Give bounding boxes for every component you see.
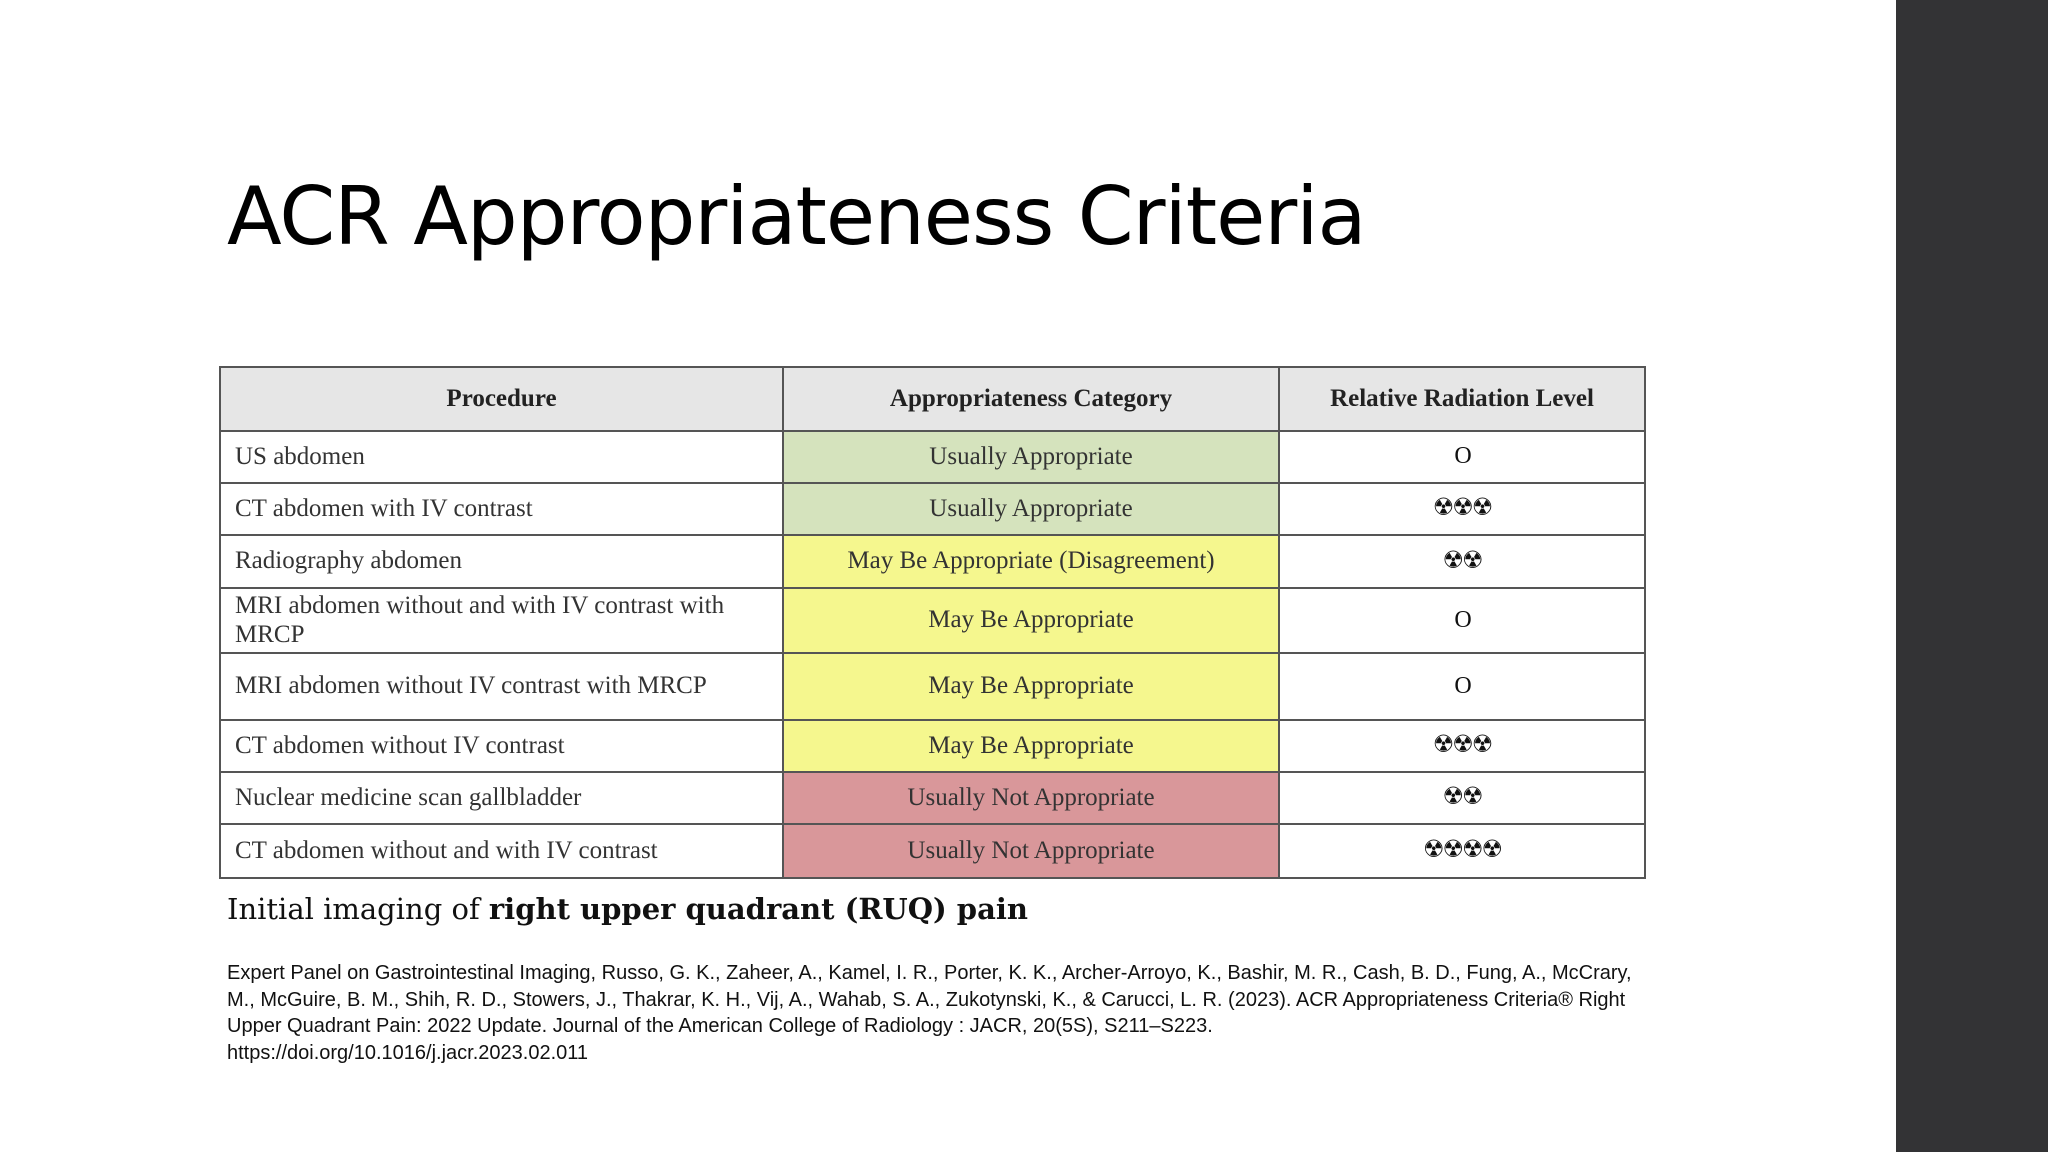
table-row: CT abdomen without IV contrast May Be Ap… [219, 719, 1646, 773]
radiation-level-icon: O [1278, 652, 1646, 721]
table-row: US abdomen Usually Appropriate O [219, 430, 1646, 484]
procedure-cell: CT abdomen without IV contrast [219, 719, 784, 773]
category-cell: Usually Not Appropriate [782, 823, 1280, 879]
table-header-row: Procedure Appropriateness Category Relat… [219, 366, 1646, 432]
category-cell: Usually Appropriate [782, 482, 1280, 536]
procedure-cell: CT abdomen with IV contrast [219, 482, 784, 536]
table-row: MRI abdomen without IV contrast with MRC… [219, 652, 1646, 721]
citation-text: Expert Panel on Gastrointestinal Imaging… [227, 962, 1632, 1038]
procedure-cell: US abdomen [219, 430, 784, 484]
header-procedure: Procedure [219, 366, 784, 432]
radiation-level-icon: ☢☢☢ [1278, 482, 1646, 536]
table-row: CT abdomen with IV contrast Usually Appr… [219, 482, 1646, 536]
radiation-level-icon: ☢☢ [1278, 534, 1646, 589]
radiation-level-icon: ☢☢☢ [1278, 719, 1646, 773]
radiation-level-icon: O [1278, 430, 1646, 484]
radiation-level-icon: ☢☢ [1278, 771, 1646, 825]
citation: Expert Panel on Gastrointestinal Imaging… [227, 960, 1647, 1066]
category-cell: May Be Appropriate [782, 587, 1280, 654]
appropriateness-table: Procedure Appropriateness Category Relat… [219, 366, 1646, 879]
procedure-cell: CT abdomen without and with IV contrast [219, 823, 784, 879]
citation-doi: https://doi.org/10.1016/j.jacr.2023.02.0… [227, 1041, 589, 1064]
table-caption: Initial imaging of right upper quadrant … [227, 892, 1028, 926]
slide-sidebar-bar [1896, 0, 2048, 1152]
caption-prefix: Initial imaging of [227, 892, 489, 926]
table-row: Nuclear medicine scan gallbladder Usuall… [219, 771, 1646, 825]
category-cell: May Be Appropriate (Disagreement) [782, 534, 1280, 589]
header-category: Appropriateness Category [782, 366, 1280, 432]
procedure-cell: MRI abdomen without IV contrast with MRC… [219, 652, 784, 721]
procedure-cell: Nuclear medicine scan gallbladder [219, 771, 784, 825]
radiation-level-icon: O [1278, 587, 1646, 654]
category-cell: May Be Appropriate [782, 652, 1280, 721]
procedure-cell: Radiography abdomen [219, 534, 784, 589]
caption-bold: right upper quadrant (RUQ) pain [488, 892, 1028, 926]
category-cell: Usually Not Appropriate [782, 771, 1280, 825]
procedure-cell: MRI abdomen without and with IV contrast… [219, 587, 784, 654]
table-row: CT abdomen without and with IV contrast … [219, 823, 1646, 879]
category-cell: May Be Appropriate [782, 719, 1280, 773]
header-radiation: Relative Radiation Level [1278, 366, 1646, 432]
category-cell: Usually Appropriate [782, 430, 1280, 484]
slide-title: ACR Appropriateness Criteria [227, 170, 1366, 263]
table-row: MRI abdomen without and with IV contrast… [219, 587, 1646, 654]
radiation-level-icon: ☢☢☢☢ [1278, 823, 1646, 879]
table-row: Radiography abdomen May Be Appropriate (… [219, 534, 1646, 589]
